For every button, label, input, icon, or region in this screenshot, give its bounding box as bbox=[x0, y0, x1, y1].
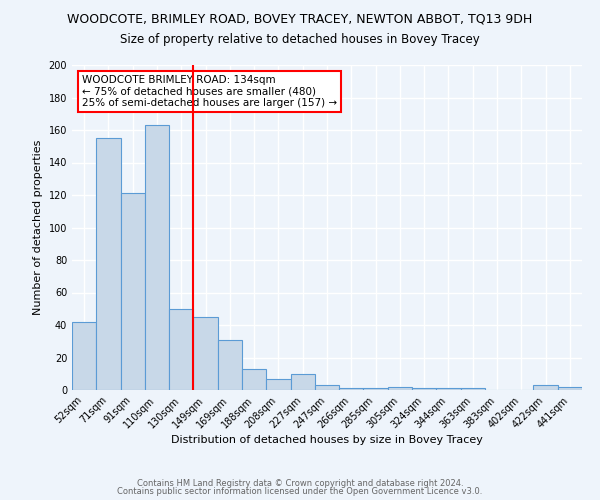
Bar bbox=[96, 138, 121, 390]
Bar bbox=[169, 308, 193, 390]
Bar bbox=[121, 194, 145, 390]
Bar bbox=[145, 125, 169, 390]
Bar bbox=[218, 340, 242, 390]
Bar bbox=[72, 322, 96, 390]
Bar bbox=[266, 378, 290, 390]
Bar bbox=[412, 388, 436, 390]
Text: Size of property relative to detached houses in Bovey Tracey: Size of property relative to detached ho… bbox=[120, 32, 480, 46]
Bar bbox=[388, 387, 412, 390]
Bar bbox=[315, 385, 339, 390]
Bar bbox=[533, 385, 558, 390]
Bar bbox=[290, 374, 315, 390]
Text: WOODCOTE, BRIMLEY ROAD, BOVEY TRACEY, NEWTON ABBOT, TQ13 9DH: WOODCOTE, BRIMLEY ROAD, BOVEY TRACEY, NE… bbox=[67, 12, 533, 26]
Text: Contains HM Land Registry data © Crown copyright and database right 2024.: Contains HM Land Registry data © Crown c… bbox=[137, 478, 463, 488]
Bar bbox=[193, 317, 218, 390]
Bar bbox=[461, 388, 485, 390]
Text: WOODCOTE BRIMLEY ROAD: 134sqm
← 75% of detached houses are smaller (480)
25% of : WOODCOTE BRIMLEY ROAD: 134sqm ← 75% of d… bbox=[82, 74, 337, 108]
Bar bbox=[364, 388, 388, 390]
Bar bbox=[242, 369, 266, 390]
Text: Contains public sector information licensed under the Open Government Licence v3: Contains public sector information licen… bbox=[118, 487, 482, 496]
Bar bbox=[436, 388, 461, 390]
Y-axis label: Number of detached properties: Number of detached properties bbox=[33, 140, 43, 315]
X-axis label: Distribution of detached houses by size in Bovey Tracey: Distribution of detached houses by size … bbox=[171, 436, 483, 446]
Bar bbox=[339, 388, 364, 390]
Bar bbox=[558, 387, 582, 390]
